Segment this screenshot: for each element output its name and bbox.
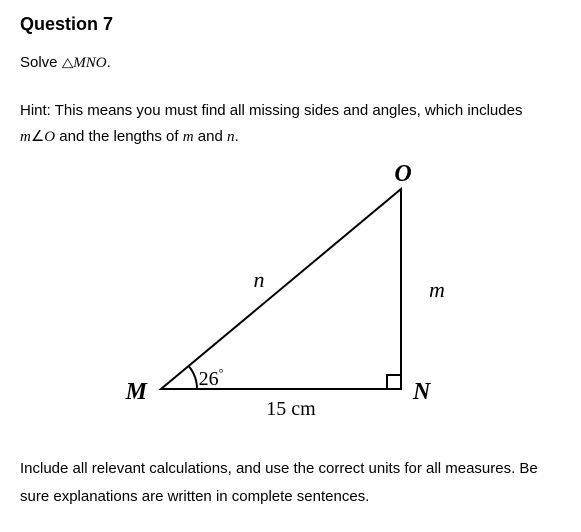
closing-text: Include all relevant calculations, and u… xyxy=(20,455,561,512)
hint-end: . xyxy=(234,128,238,145)
svg-text:26°: 26° xyxy=(198,366,223,390)
svg-text:15 cm: 15 cm xyxy=(266,398,316,420)
hint-line-2: m∠O and the lengths of m and n. xyxy=(20,125,561,149)
question-heading: Question 7 xyxy=(20,10,561,39)
hint-mid: and the lengths of xyxy=(55,128,183,145)
svg-text:m: m xyxy=(429,277,445,302)
angle-symbol: ∠ xyxy=(31,128,44,145)
hint-mm: m xyxy=(183,129,194,145)
prompt-suffix: . xyxy=(107,54,111,71)
closing-line-2: sure explanations are written in complet… xyxy=(20,488,369,505)
hint-O: O xyxy=(44,129,55,145)
svg-text:n: n xyxy=(253,267,264,292)
hint-line-1: Hint: This means you must find all missi… xyxy=(20,99,561,123)
hint-m: m xyxy=(20,129,31,145)
triangle-name: MNO xyxy=(73,55,106,71)
prompt-prefix: Solve xyxy=(20,54,62,71)
closing-line-1: Include all relevant calculations, and u… xyxy=(20,460,538,477)
svg-text:M: M xyxy=(124,379,148,405)
svg-text:N: N xyxy=(412,379,432,405)
hint-and: and xyxy=(194,128,227,145)
triangle-symbol: △ xyxy=(62,53,74,73)
triangle-diagram: O M Nn m 26° 15 cm xyxy=(91,159,491,439)
solve-prompt: Solve △MNO. xyxy=(20,51,561,75)
svg-text:O: O xyxy=(394,161,411,187)
